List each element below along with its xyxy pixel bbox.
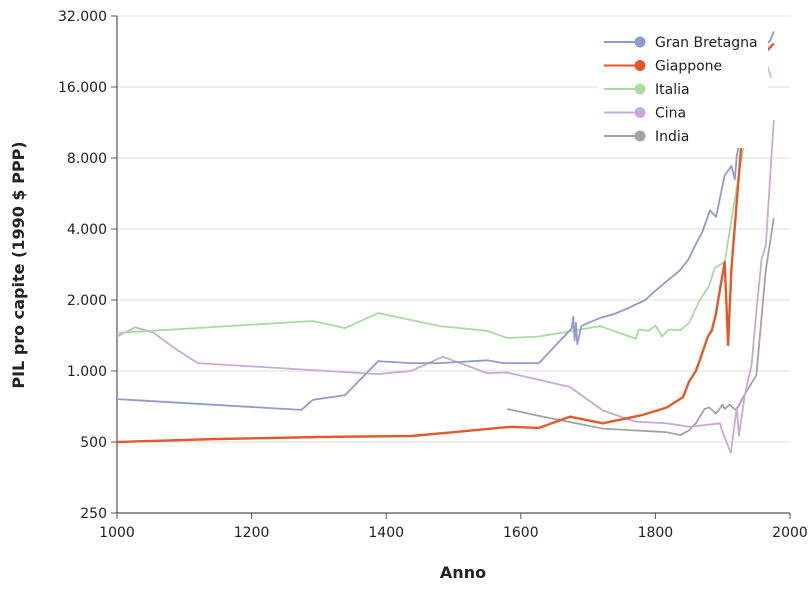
y-tick-label: 2.000: [67, 293, 107, 309]
y-tick-label: 1.000: [67, 364, 107, 380]
y-axis-label: PIL pro capite (1990 $ PPP): [9, 141, 28, 388]
legend-label: India: [655, 129, 689, 145]
series-line-cina: [116, 119, 775, 454]
legend-marker: [634, 36, 646, 48]
legend-label: Cina: [655, 106, 686, 122]
legend-marker: [634, 107, 646, 118]
y-tick-label: 8.000: [67, 151, 107, 167]
legend-marker: [634, 130, 646, 142]
series-lines: [116, 31, 775, 454]
x-tick-label: 1600: [503, 525, 539, 541]
axes: 250 500 1.000 2.000 4.000 8.000 16.000 32.000 10…: [58, 9, 808, 541]
legend: Gran Bretagna Giappone Italia Cina India: [598, 30, 768, 148]
legend-marker: [634, 60, 646, 71]
x-tick-label: 1800: [638, 525, 674, 541]
y-tick-label: 4.000: [67, 222, 107, 238]
legend-label: Italia: [655, 82, 690, 98]
x-tick-label: 2000: [772, 525, 808, 541]
y-tick-label: 250: [80, 506, 107, 522]
x-tick-label: 1200: [234, 525, 270, 541]
series-line-gran-bretagna: [116, 31, 775, 411]
legend-label: Gran Bretagna: [655, 35, 758, 51]
x-tick-label: 1000: [99, 525, 135, 541]
grid: [117, 15, 790, 443]
legend-label: Giappone: [655, 59, 722, 75]
x-axis-label: Anno: [440, 563, 486, 582]
series-line-giappone: [116, 42, 775, 444]
y-tick-label: 32.000: [58, 9, 107, 25]
y-tick-label: 500: [80, 435, 107, 451]
x-tick-label: 1400: [368, 525, 404, 541]
legend-marker: [634, 83, 646, 95]
y-tick-label: 16.000: [58, 80, 107, 96]
